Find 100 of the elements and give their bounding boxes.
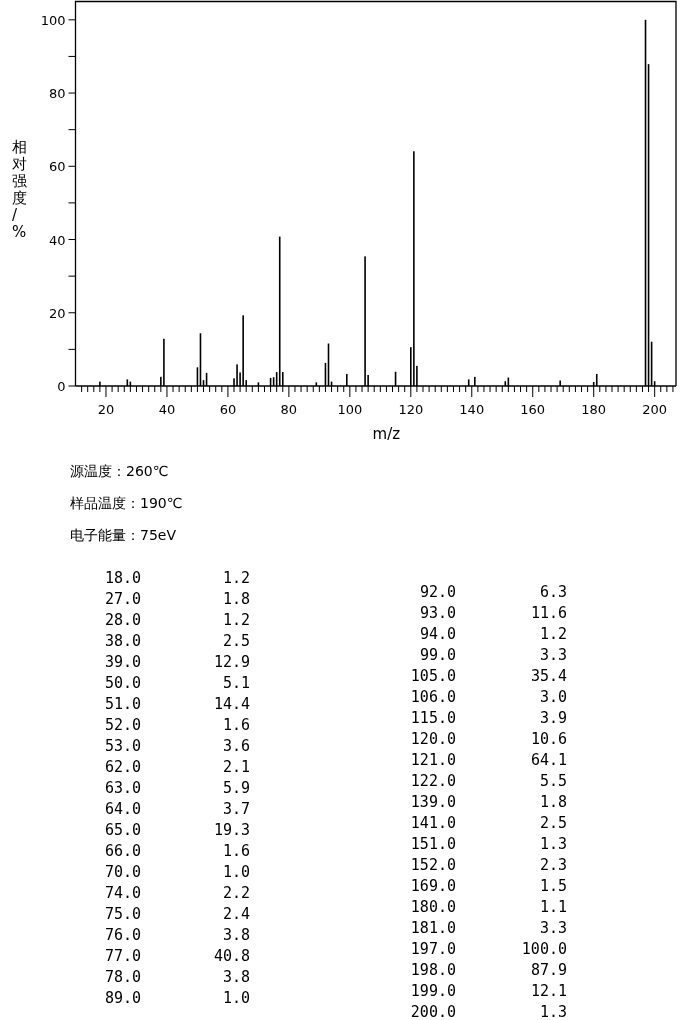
y-tick-label: 20 bbox=[48, 305, 66, 321]
text: 141.0 bbox=[410, 814, 456, 832]
text: 51.0 bbox=[104, 695, 141, 713]
text: 2.1 bbox=[222, 758, 250, 776]
text: 200.0 bbox=[410, 1003, 456, 1020]
text: 1.2 bbox=[539, 625, 567, 643]
text: 70.0 bbox=[104, 863, 141, 881]
text: 19.3 bbox=[213, 821, 250, 839]
text: 35.4 bbox=[530, 667, 567, 685]
x-tick-label: 60 bbox=[219, 402, 237, 417]
text: 3.0 bbox=[539, 688, 567, 706]
text: 106.0 bbox=[410, 688, 456, 706]
x-tick-label: 120 bbox=[398, 402, 424, 417]
text: 1.6 bbox=[222, 716, 250, 734]
y-tick-label: 80 bbox=[48, 86, 66, 102]
text: 74.0 bbox=[104, 884, 141, 902]
text: 121.0 bbox=[410, 751, 456, 769]
text: 198.0 bbox=[410, 961, 456, 979]
text: 64.1 bbox=[530, 751, 567, 769]
text: 10.6 bbox=[530, 730, 567, 748]
text: 87.9 bbox=[530, 961, 567, 979]
text: 199.0 bbox=[410, 982, 456, 1000]
text: 3.3 bbox=[539, 646, 567, 664]
x-tick-label: 180 bbox=[581, 402, 607, 417]
text: 89.0 bbox=[104, 989, 141, 1007]
text: 38.0 bbox=[104, 632, 141, 650]
text: 151.0 bbox=[410, 835, 456, 853]
text: 100.0 bbox=[521, 940, 567, 958]
text: 12.9 bbox=[213, 653, 250, 671]
text: 50.0 bbox=[104, 674, 141, 692]
text: 115.0 bbox=[410, 709, 456, 727]
text: 5.1 bbox=[222, 674, 250, 692]
text: 18.0 bbox=[104, 569, 141, 587]
y-tick-label: 60 bbox=[48, 159, 66, 175]
x-tick-label: 200 bbox=[642, 402, 668, 417]
text: 1.0 bbox=[222, 863, 250, 881]
text: 94.0 bbox=[419, 625, 456, 643]
text: 139.0 bbox=[410, 793, 456, 811]
text: 92.0 bbox=[419, 583, 456, 601]
x-tick-label: 100 bbox=[337, 402, 363, 417]
x-tick-label: 80 bbox=[280, 402, 298, 417]
text: 63.0 bbox=[104, 779, 141, 797]
text: 62.0 bbox=[104, 758, 141, 776]
text: 40.8 bbox=[213, 947, 250, 965]
text: 2.5 bbox=[539, 814, 567, 832]
text: 152.0 bbox=[410, 856, 456, 874]
text: 1.2 bbox=[222, 569, 250, 587]
text: 2.4 bbox=[222, 905, 250, 923]
text: 169.0 bbox=[410, 877, 456, 895]
text: 120.0 bbox=[410, 730, 456, 748]
text: 65.0 bbox=[104, 821, 141, 839]
text: 77.0 bbox=[104, 947, 141, 965]
x-axis-title: m/z bbox=[372, 425, 401, 443]
text: 14.4 bbox=[213, 695, 250, 713]
y-tick-label: 40 bbox=[48, 232, 66, 248]
text: 电子能量：75eV bbox=[70, 527, 177, 543]
text: 197.0 bbox=[410, 940, 456, 958]
text: 66.0 bbox=[104, 842, 141, 860]
text: 1.3 bbox=[539, 1003, 567, 1020]
text: 3.9 bbox=[539, 709, 567, 727]
text: 12.1 bbox=[530, 982, 567, 1000]
text: 78.0 bbox=[104, 968, 141, 986]
y-tick-label: 100 bbox=[40, 12, 66, 28]
text: 1.8 bbox=[222, 590, 250, 608]
text: 75.0 bbox=[104, 905, 141, 923]
text: 1.2 bbox=[222, 611, 250, 629]
text: 28.0 bbox=[104, 611, 141, 629]
text: 93.0 bbox=[419, 604, 456, 622]
text: 2.5 bbox=[222, 632, 250, 650]
text: 3.3 bbox=[539, 919, 567, 937]
text: 64.0 bbox=[104, 800, 141, 818]
text: 2.2 bbox=[222, 884, 250, 902]
text: 181.0 bbox=[410, 919, 456, 937]
text: 3.8 bbox=[222, 968, 250, 986]
text: 1.8 bbox=[539, 793, 567, 811]
text: 27.0 bbox=[104, 590, 141, 608]
text: 39.0 bbox=[104, 653, 141, 671]
text: 1.3 bbox=[539, 835, 567, 853]
text: 样品温度：190℃ bbox=[70, 495, 183, 511]
text: 源温度：260℃ bbox=[70, 463, 169, 479]
text: 1.1 bbox=[539, 898, 567, 916]
y-tick-label: 0 bbox=[57, 379, 66, 394]
y-axis-title: 相对强度/% bbox=[12, 138, 27, 241]
text: 3.7 bbox=[222, 800, 250, 818]
x-tick-label: 140 bbox=[459, 402, 485, 417]
text: 105.0 bbox=[410, 667, 456, 685]
text: 11.6 bbox=[530, 604, 567, 622]
x-tick-label: 20 bbox=[97, 402, 115, 417]
text: 1.5 bbox=[539, 877, 567, 895]
text: 1.6 bbox=[222, 842, 250, 860]
text: 99.0 bbox=[419, 646, 456, 664]
text: 3.6 bbox=[222, 737, 250, 755]
text: 6.3 bbox=[539, 583, 567, 601]
text: 122.0 bbox=[410, 772, 456, 790]
text: 5.5 bbox=[539, 772, 567, 790]
x-tick-label: 40 bbox=[158, 402, 176, 417]
text: 76.0 bbox=[104, 926, 141, 944]
text: 1.0 bbox=[222, 989, 250, 1007]
text: 2.3 bbox=[539, 856, 567, 874]
text: 180.0 bbox=[410, 898, 456, 916]
